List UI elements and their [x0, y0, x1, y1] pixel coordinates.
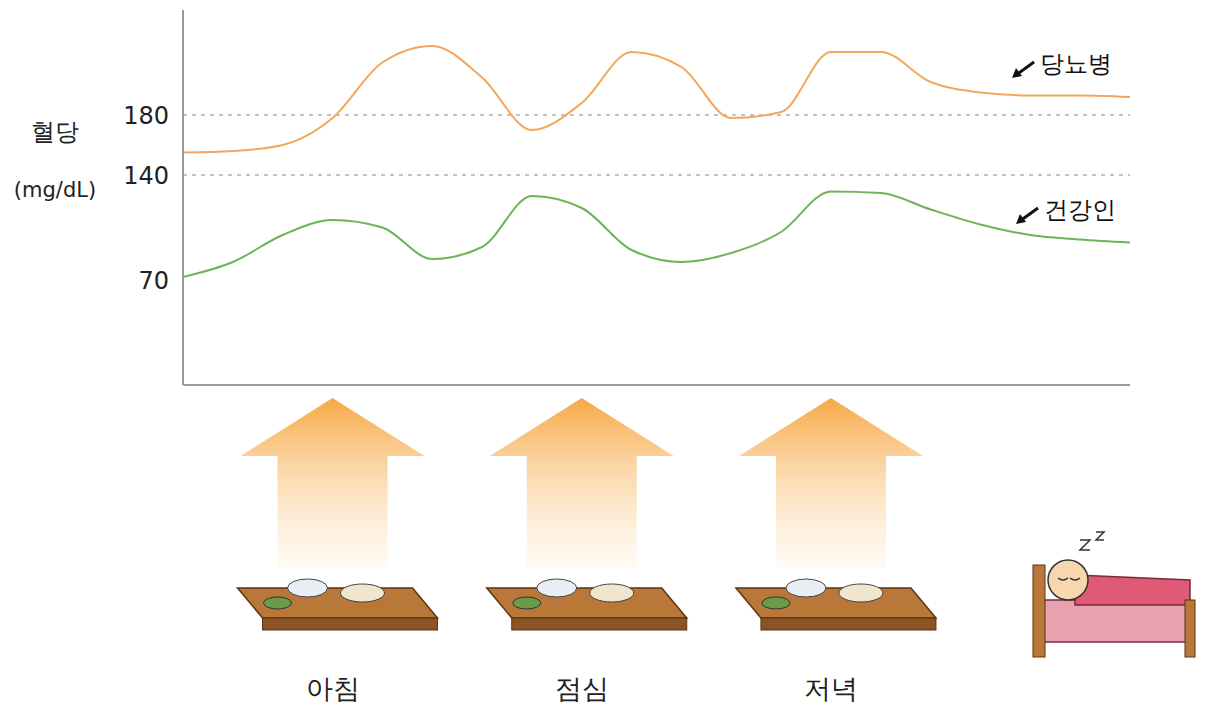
svg-text:저녁: 저녁 — [804, 673, 858, 704]
svg-text:180: 180 — [123, 102, 169, 130]
svg-text:(mg/dL): (mg/dL) — [14, 178, 96, 202]
svg-text:당뇨병: 당뇨병 — [1040, 50, 1112, 78]
svg-text:140: 140 — [123, 162, 169, 190]
svg-text:건강인: 건강인 — [1044, 196, 1116, 224]
svg-text:아침: 아침 — [306, 673, 360, 704]
svg-text:점심: 점심 — [555, 673, 609, 704]
svg-text:혈당: 혈당 — [31, 118, 79, 146]
svg-text:70: 70 — [138, 267, 169, 295]
